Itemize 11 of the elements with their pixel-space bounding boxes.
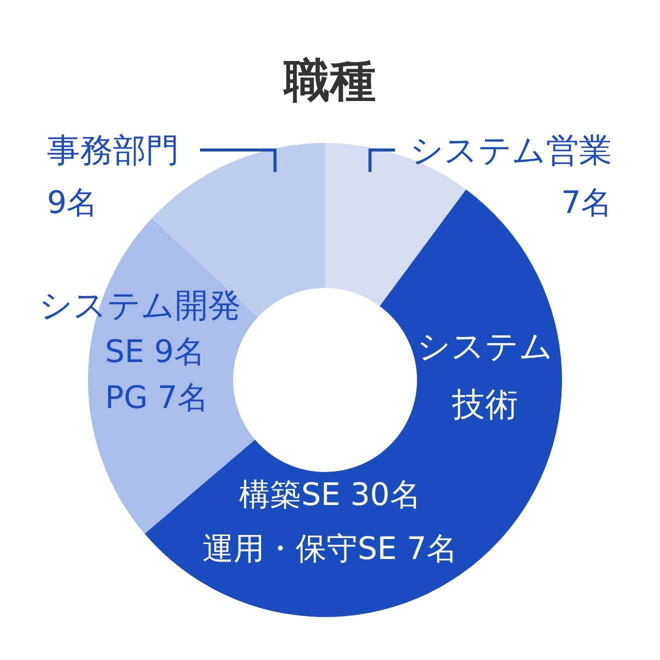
chart-title: 職種 [282, 53, 376, 107]
text: 運用・保守SE 7名 [202, 531, 458, 567]
slice-label: システム営業 [410, 130, 612, 170]
data-label: 9名 [47, 185, 98, 221]
text: SE 9名 [105, 334, 205, 370]
slice-label: 事務部門 [47, 130, 179, 170]
text: 構築SE 30名 [239, 477, 421, 513]
slice-label: システム開発 [39, 286, 241, 324]
slice-label: システム技術 [417, 326, 553, 424]
data-label: 7名 [561, 185, 612, 221]
text: PG 7名 [105, 380, 208, 416]
